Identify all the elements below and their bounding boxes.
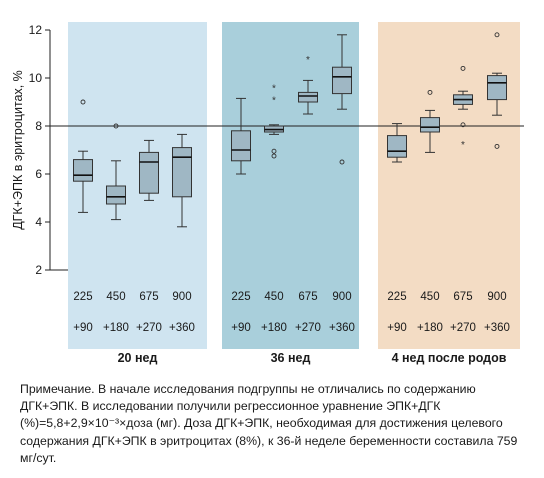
outlier-star: *: [461, 140, 465, 151]
outlier-circle: [339, 159, 345, 165]
dha-label: +180: [103, 322, 129, 334]
dha-label: +90: [231, 322, 251, 334]
dose-label: 675: [139, 291, 158, 303]
outlier-circle: [494, 143, 500, 149]
y-tick-label: 10: [29, 71, 43, 85]
dose-label: 900: [172, 291, 191, 303]
y-tick-label: 6: [35, 167, 42, 181]
box: [106, 185, 126, 205]
dha-label: +180: [261, 322, 287, 334]
y-tick-label: 2: [35, 263, 42, 277]
dha-label: +180: [417, 322, 443, 334]
dose-label: 450: [264, 291, 283, 303]
dha-label: +360: [169, 322, 195, 334]
outlier-circle: [460, 122, 466, 128]
dha-label: +360: [484, 322, 510, 334]
dha-label: +360: [329, 322, 355, 334]
box: [332, 66, 352, 95]
y-axis-label: ДГК+ЭПК в эритроцитах, %: [11, 70, 25, 230]
group-label: 4 нед после родов: [392, 351, 507, 365]
y-tick-label: 4: [35, 215, 42, 229]
dose-label: 675: [453, 291, 472, 303]
dose-label: 450: [420, 291, 439, 303]
box: [420, 117, 440, 133]
dha-label: +270: [295, 322, 321, 334]
outlier-circle: [80, 99, 86, 105]
outlier-circle: [427, 89, 433, 95]
dose-label: 225: [231, 291, 250, 303]
outlier-circle: [271, 148, 277, 154]
dose-label: 225: [73, 291, 92, 303]
dose-label: 675: [298, 291, 317, 303]
outlier-star: *: [306, 55, 310, 66]
outlier-circle: [460, 65, 466, 71]
dose-label: 900: [332, 291, 351, 303]
outlier-star: *: [272, 84, 276, 95]
outlier-circle: [113, 123, 119, 129]
outlier-star: *: [272, 96, 276, 107]
box: [387, 135, 407, 158]
box: [73, 159, 93, 182]
dha-label: +90: [73, 322, 93, 334]
dha-label: +270: [450, 322, 476, 334]
box: [139, 151, 159, 194]
box: [298, 91, 318, 103]
dose-label: 900: [487, 291, 506, 303]
dose-label: 225: [387, 291, 406, 303]
dose-label: 450: [106, 291, 125, 303]
dha-label: +90: [387, 322, 407, 334]
y-tick-label: 8: [35, 119, 42, 133]
y-tick-label: 12: [29, 23, 43, 37]
box: [231, 130, 251, 162]
dha-label: +270: [136, 322, 162, 334]
outlier-circle: [271, 153, 277, 159]
outlier-circle: [494, 32, 500, 38]
figure-note: Примечание. В начале исследования подгру…: [20, 382, 518, 465]
box: [487, 75, 507, 101]
group-label: 20 нед: [118, 351, 158, 365]
group-label: 36 нед: [271, 351, 311, 365]
box: [172, 147, 192, 198]
